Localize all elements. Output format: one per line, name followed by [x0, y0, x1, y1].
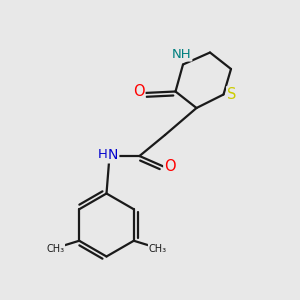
Text: O: O	[164, 159, 176, 174]
Text: NH: NH	[172, 47, 191, 61]
Text: H: H	[98, 148, 108, 161]
Text: O: O	[133, 84, 144, 99]
Text: CH₃: CH₃	[149, 244, 167, 254]
Text: N: N	[108, 148, 118, 162]
Text: CH₃: CH₃	[46, 244, 64, 254]
Text: S: S	[227, 87, 237, 102]
